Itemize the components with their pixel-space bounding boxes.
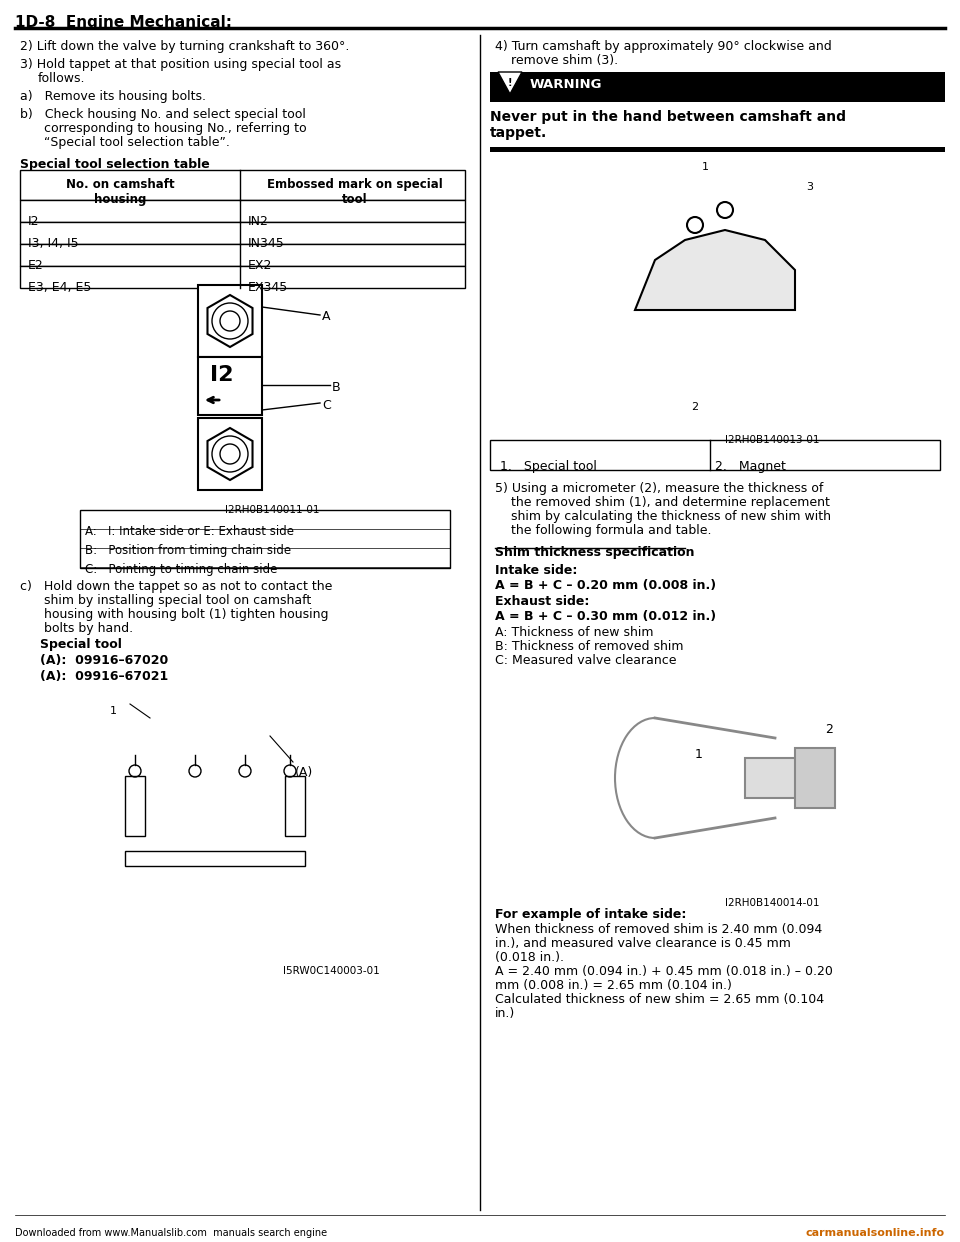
- Text: 1: 1: [695, 748, 703, 761]
- Text: B: B: [332, 381, 341, 394]
- Text: follows.: follows.: [38, 72, 85, 84]
- Text: b)   Check housing No. and select special tool: b) Check housing No. and select special …: [20, 108, 306, 120]
- Text: I5RW0C140003-01: I5RW0C140003-01: [283, 966, 380, 976]
- Bar: [20, 266, 465, 288]
- Text: A:   I: Intake side or E: Exhaust side: A: I: Intake side or E: Exhaust side: [85, 525, 294, 538]
- Text: remove shim (3).: remove shim (3).: [495, 53, 618, 67]
- Text: carmanualsonline.info: carmanualsonline.info: [805, 1228, 945, 1238]
- Text: Shim thickness specification: Shim thickness specification: [495, 546, 694, 559]
- Text: the removed shim (1), and determine replacement: the removed shim (1), and determine repl…: [495, 496, 829, 509]
- Text: E2: E2: [28, 260, 44, 272]
- Bar: [125, 776, 145, 836]
- Text: 2: 2: [825, 723, 833, 737]
- Bar: [80, 510, 450, 568]
- Text: in.): in.): [495, 1007, 516, 1020]
- Bar: [490, 96, 945, 102]
- Text: tappet.: tappet.: [490, 125, 547, 140]
- Bar: [490, 440, 940, 469]
- Bar: [20, 243, 465, 266]
- Text: C: Measured valve clearance: C: Measured valve clearance: [495, 655, 677, 667]
- Text: bolts by hand.: bolts by hand.: [20, 622, 133, 635]
- Text: I2RH0B140013-01: I2RH0B140013-01: [726, 435, 820, 445]
- Text: 2) Lift down the valve by turning crankshaft to 360°.: 2) Lift down the valve by turning cranks…: [20, 40, 349, 53]
- Text: Exhaust side:: Exhaust side:: [495, 595, 589, 609]
- Text: c)   Hold down the tappet so as not to contact the: c) Hold down the tappet so as not to con…: [20, 580, 332, 592]
- Bar: [198, 419, 262, 491]
- Text: corresponding to housing No., referring to: corresponding to housing No., referring …: [20, 122, 306, 135]
- Text: 3) Hold tappet at that position using special tool as: 3) Hold tappet at that position using sp…: [20, 58, 341, 71]
- Text: 1D-8  Engine Mechanical:: 1D-8 Engine Mechanical:: [15, 15, 232, 30]
- Text: I2RH0B140011-01: I2RH0B140011-01: [226, 505, 320, 515]
- Text: EX2: EX2: [248, 260, 273, 272]
- Text: For example of intake side:: For example of intake side:: [495, 908, 686, 922]
- Text: E3, E4, E5: E3, E4, E5: [28, 281, 91, 294]
- Text: No. on camshaft
housing: No. on camshaft housing: [65, 178, 175, 206]
- Bar: [198, 356, 262, 415]
- Bar: [20, 200, 465, 222]
- Text: (A):  09916–67021: (A): 09916–67021: [40, 669, 168, 683]
- Text: 3: 3: [806, 183, 813, 193]
- Bar: [795, 748, 835, 809]
- Text: IN345: IN345: [248, 237, 285, 250]
- Bar: [198, 284, 262, 356]
- Text: (A):  09916–67020: (A): 09916–67020: [40, 655, 168, 667]
- Text: 2.   Magnet: 2. Magnet: [715, 460, 786, 473]
- Text: in.), and measured valve clearance is 0.45 mm: in.), and measured valve clearance is 0.…: [495, 936, 791, 950]
- Text: A = B + C – 0.30 mm (0.012 in.): A = B + C – 0.30 mm (0.012 in.): [495, 610, 716, 623]
- Text: shim by calculating the thickness of new shim with: shim by calculating the thickness of new…: [495, 510, 831, 523]
- Text: IN2: IN2: [248, 215, 269, 229]
- Text: I2: I2: [28, 215, 39, 229]
- Bar: [125, 851, 305, 866]
- Text: Calculated thickness of new shim = 2.65 mm (0.104: Calculated thickness of new shim = 2.65 …: [495, 994, 824, 1006]
- Text: Intake side:: Intake side:: [495, 564, 577, 578]
- Text: 2: 2: [691, 402, 699, 412]
- Text: (0.018 in.).: (0.018 in.).: [495, 951, 564, 964]
- Polygon shape: [635, 230, 795, 310]
- Text: I3, I4, I5: I3, I4, I5: [28, 237, 79, 250]
- Text: Downloaded from www.Manualslib.com  manuals search engine: Downloaded from www.Manualslib.com manua…: [15, 1228, 327, 1238]
- Text: 5) Using a micrometer (2), measure the thickness of: 5) Using a micrometer (2), measure the t…: [495, 482, 824, 496]
- Text: housing with housing bolt (1) tighten housing: housing with housing bolt (1) tighten ho…: [20, 609, 328, 621]
- Text: C: C: [322, 399, 331, 412]
- Text: A: Thickness of new shim: A: Thickness of new shim: [495, 626, 654, 638]
- Polygon shape: [207, 428, 252, 479]
- Bar: [20, 222, 465, 243]
- Text: WARNING: WARNING: [530, 77, 603, 91]
- Polygon shape: [207, 296, 252, 347]
- Text: “Special tool selection table”.: “Special tool selection table”.: [20, 137, 229, 149]
- Bar: [285, 776, 305, 836]
- Text: mm (0.008 in.) = 2.65 mm (0.104 in.): mm (0.008 in.) = 2.65 mm (0.104 in.): [495, 979, 732, 992]
- Text: I2: I2: [210, 365, 233, 385]
- Text: A: A: [322, 310, 330, 323]
- Text: Never put in the hand between camshaft and: Never put in the hand between camshaft a…: [490, 111, 846, 124]
- Text: Embossed mark on special
tool: Embossed mark on special tool: [267, 178, 443, 206]
- Bar: [490, 72, 945, 96]
- Text: shim by installing special tool on camshaft: shim by installing special tool on camsh…: [20, 594, 311, 607]
- Polygon shape: [498, 72, 522, 94]
- Text: 1: 1: [702, 161, 708, 171]
- Text: EX345: EX345: [248, 281, 288, 294]
- Text: Special tool: Special tool: [40, 638, 122, 651]
- Text: I2RH0B140014-01: I2RH0B140014-01: [726, 898, 820, 908]
- Text: 4) Turn camshaft by approximately 90° clockwise and: 4) Turn camshaft by approximately 90° cl…: [495, 40, 831, 53]
- Text: B:   Position from timing chain side: B: Position from timing chain side: [85, 544, 291, 556]
- Text: (A): (A): [295, 766, 313, 779]
- Text: C:   Pointing to timing chain side: C: Pointing to timing chain side: [85, 563, 277, 576]
- Text: 1: 1: [110, 705, 117, 715]
- Text: B: Thickness of removed shim: B: Thickness of removed shim: [495, 640, 684, 653]
- Text: When thickness of removed shim is 2.40 mm (0.094: When thickness of removed shim is 2.40 m…: [495, 923, 823, 936]
- Text: 1.   Special tool: 1. Special tool: [500, 460, 597, 473]
- Bar: [490, 147, 945, 152]
- Text: A = 2.40 mm (0.094 in.) + 0.45 mm (0.018 in.) – 0.20: A = 2.40 mm (0.094 in.) + 0.45 mm (0.018…: [495, 965, 833, 977]
- Text: A = B + C – 0.20 mm (0.008 in.): A = B + C – 0.20 mm (0.008 in.): [495, 579, 716, 592]
- Text: the following formula and table.: the following formula and table.: [495, 524, 711, 537]
- Text: a)   Remove its housing bolts.: a) Remove its housing bolts.: [20, 89, 206, 103]
- Bar: [20, 170, 465, 200]
- Text: Special tool selection table: Special tool selection table: [20, 158, 209, 171]
- Text: !: !: [508, 78, 513, 88]
- Bar: [745, 758, 825, 799]
